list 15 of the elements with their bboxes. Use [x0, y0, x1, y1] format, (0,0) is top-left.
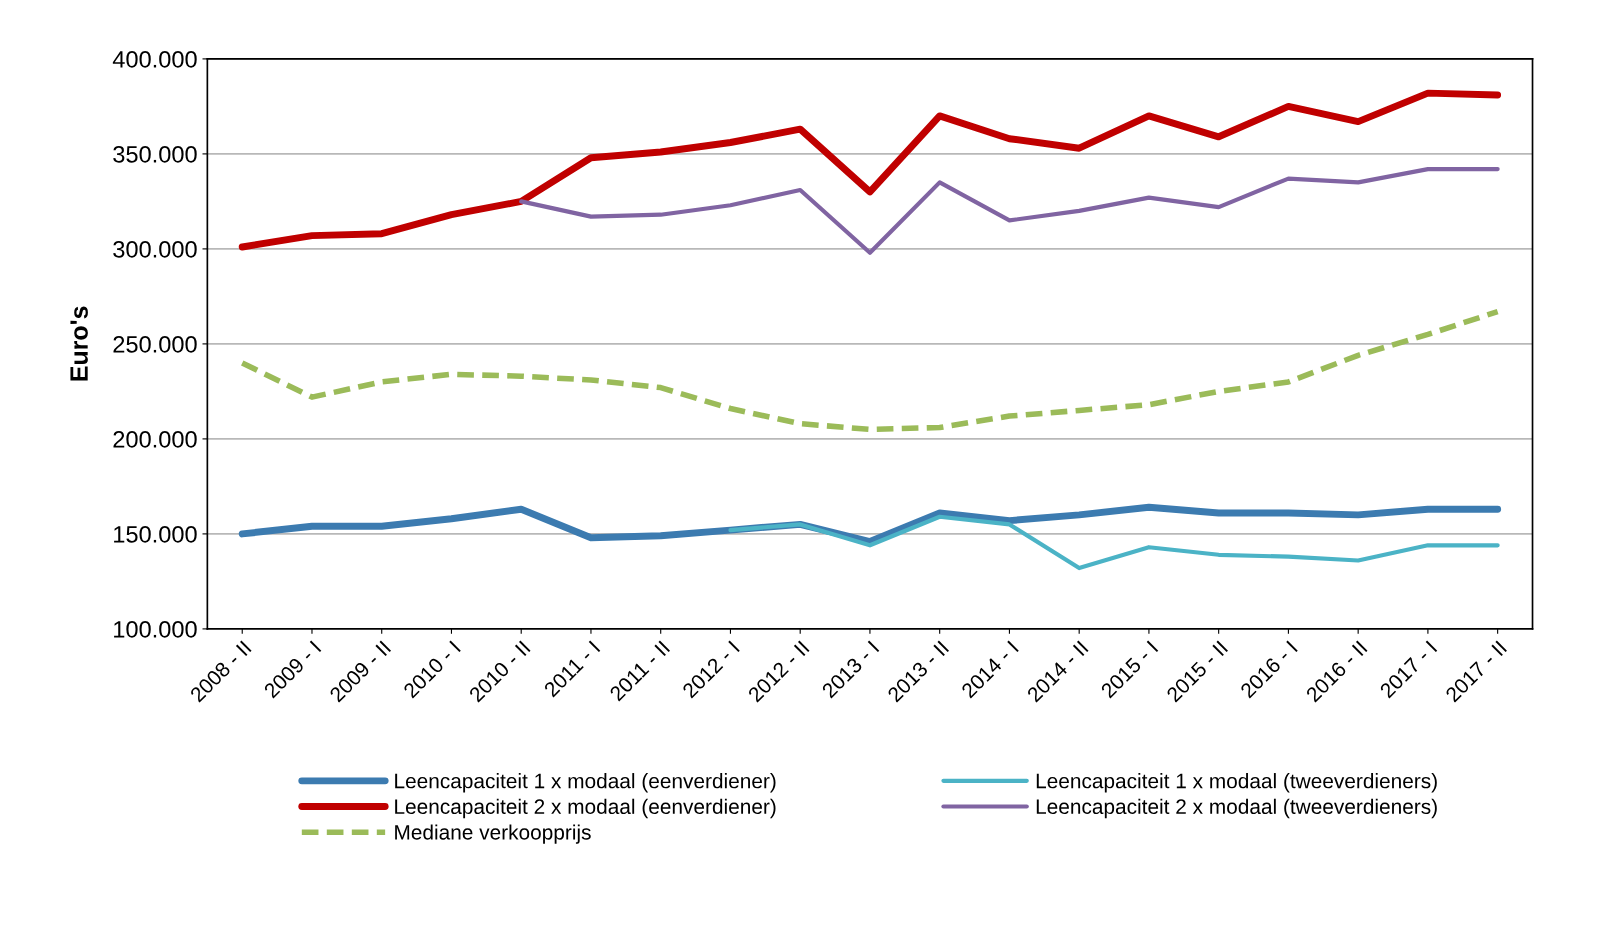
- legend-label: Leencapaciteit 2 x modaal (tweeverdieners): [1036, 798, 1437, 819]
- y-tick-label: 150.000: [114, 525, 197, 543]
- legend-label: Leencapaciteit 2 x modaal (eenverdiener): [395, 798, 776, 819]
- line-series: [728, 514, 1500, 571]
- y-tick-label: 300.000: [113, 240, 197, 258]
- line-series: [519, 167, 1500, 255]
- legend-label: Leencapaciteit 1 x modaal (tweeverdieners): [1036, 773, 1437, 793]
- y-tick-label: 250.000: [113, 335, 197, 353]
- y-axis-title: Euro's: [70, 306, 88, 381]
- y-tick-label: 200.000: [113, 430, 197, 448]
- legend-label: Leencapaciteit 1 x modaal (eenverdiener): [395, 773, 776, 793]
- y-tick-label: 350.000: [113, 145, 197, 163]
- y-tick-label: 100.000: [114, 620, 197, 638]
- y-tick-label: 400.000: [112, 50, 197, 68]
- legend-label: Mediane verkoopprijs: [395, 824, 591, 844]
